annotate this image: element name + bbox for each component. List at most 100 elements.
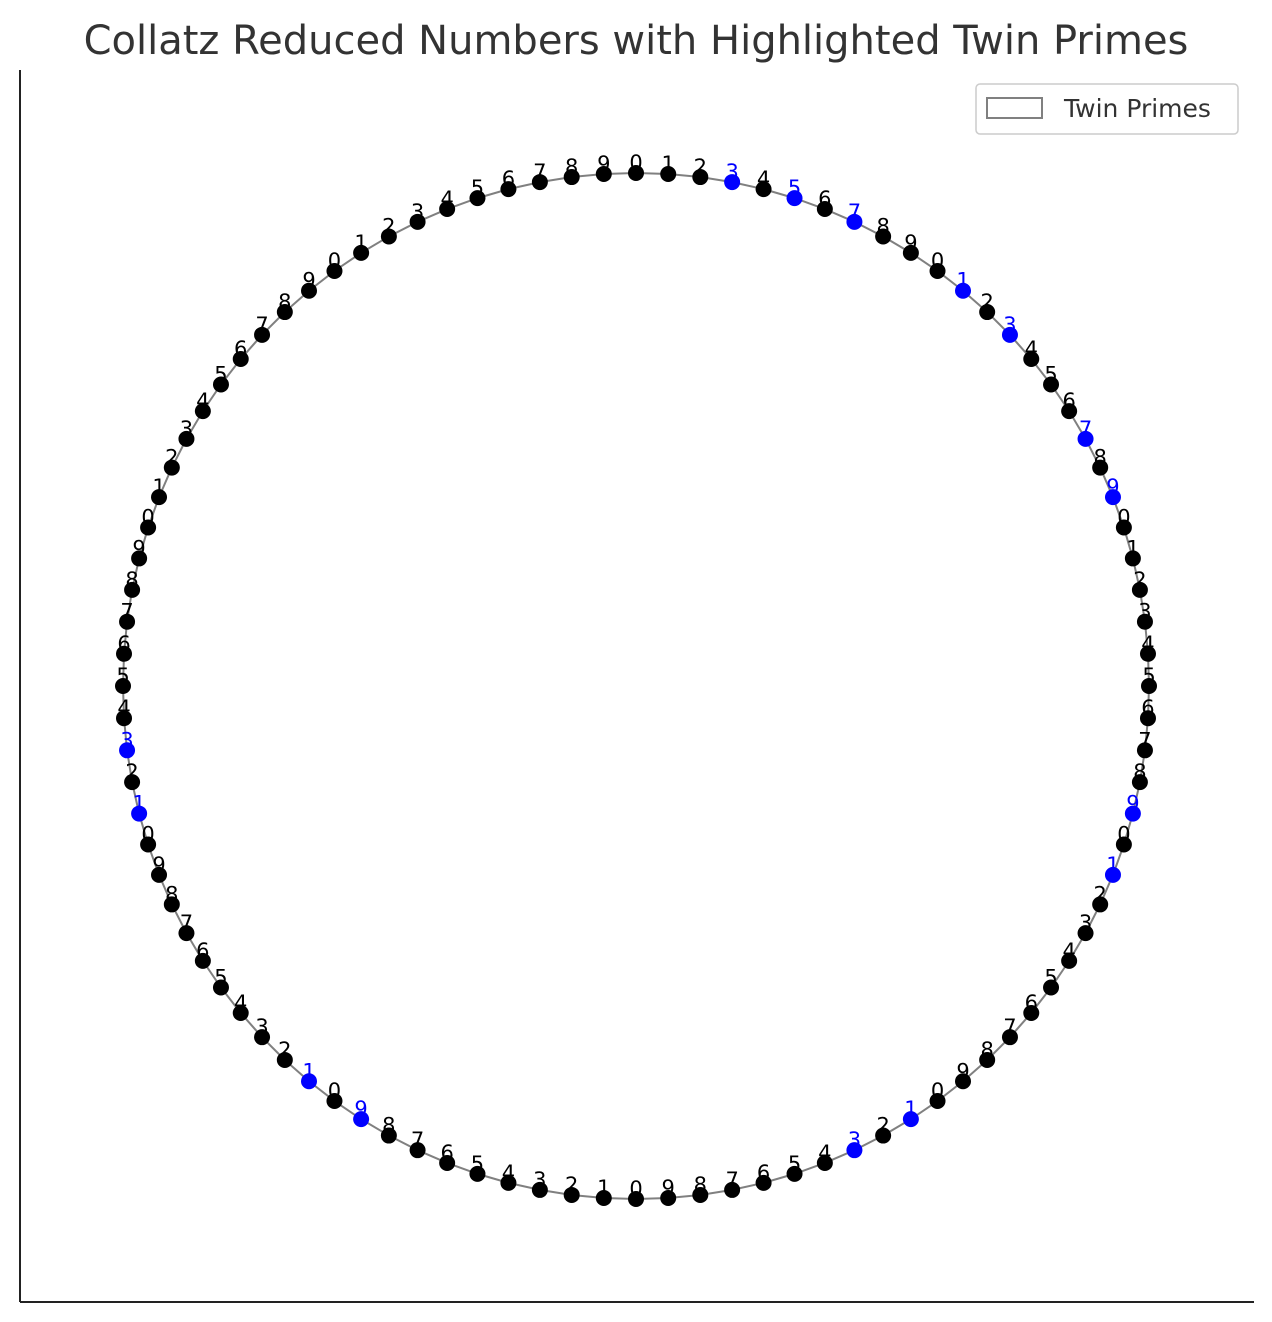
data-point [163, 896, 180, 913]
point-digit-label: 2 [278, 1038, 291, 1062]
data-point [1141, 678, 1157, 694]
point-digit-label: 4 [757, 167, 770, 191]
legend-swatch-twin-primes [986, 97, 1043, 119]
data-point [232, 1005, 249, 1021]
point-digit-label: 2 [1093, 882, 1106, 906]
data-point [755, 181, 772, 198]
point-digit-label: 3 [1079, 911, 1092, 935]
point-digit-label: 6 [196, 939, 209, 963]
data-point [151, 489, 168, 506]
data-point [875, 1127, 892, 1144]
data-point [178, 925, 195, 942]
data-point [131, 550, 148, 567]
point-digit-label: 2 [165, 446, 178, 470]
twin-prime-point [119, 742, 136, 759]
point-digit-label: 6 [117, 632, 130, 656]
data-point [531, 174, 548, 191]
point-digit-label: 5 [1044, 966, 1057, 990]
data-point [115, 678, 131, 694]
twin-prime-point [1124, 805, 1141, 822]
point-digit-label: 4 [440, 187, 453, 211]
point-digit-label: 8 [278, 290, 291, 314]
data-point [116, 710, 133, 727]
data-point [276, 1051, 293, 1068]
twin-prime-point [353, 1111, 370, 1128]
data-point [469, 1165, 486, 1182]
data-point [1023, 351, 1040, 367]
circle-series-line [121, 172, 1151, 1201]
point-digit-label: 4 [818, 1141, 831, 1165]
twin-prime-point [1104, 866, 1121, 883]
data-point [1092, 459, 1109, 476]
point-digit-label: 1 [1126, 536, 1139, 560]
point-digit-label: 5 [471, 176, 484, 200]
twin-prime-point [846, 1142, 863, 1159]
data-point [979, 304, 996, 321]
point-digit-label: 7 [725, 1168, 738, 1192]
point-digit-label: 1 [132, 792, 145, 816]
point-digit-label: 9 [1106, 475, 1119, 499]
data-point [692, 1186, 709, 1203]
data-point [692, 169, 709, 186]
point-digit-label: 7 [180, 911, 193, 935]
data-point [786, 1165, 803, 1182]
data-point [439, 201, 456, 218]
data-point [326, 262, 343, 279]
point-digit-label: 5 [1142, 664, 1155, 688]
point-digit-label: 8 [980, 1038, 993, 1062]
point-digit-label: 0 [328, 249, 341, 273]
twin-prime-point [1001, 326, 1018, 343]
data-point [563, 1186, 580, 1203]
point-digit-label: 9 [904, 231, 917, 255]
point-digit-label: 0 [141, 823, 154, 847]
twin-prime-point [301, 1073, 317, 1090]
data-point [469, 190, 486, 207]
data-point [500, 181, 517, 198]
data-point [301, 282, 317, 299]
data-point [254, 1029, 271, 1046]
point-digit-label: 4 [234, 991, 247, 1015]
data-point [1136, 742, 1153, 759]
data-point [1001, 1029, 1018, 1046]
data-point [1077, 925, 1094, 942]
data-point [955, 1073, 971, 1090]
data-point [1124, 550, 1141, 567]
data-point [1115, 519, 1132, 536]
point-digit-label: 4 [1141, 632, 1154, 656]
point-digit-label: 9 [1126, 792, 1139, 816]
point-digit-label: 2 [125, 760, 138, 784]
data-point [563, 169, 580, 186]
twin-prime-point [131, 805, 148, 822]
data-point [902, 244, 919, 261]
point-digit-label: 8 [165, 882, 178, 906]
data-point [151, 866, 168, 883]
data-point [163, 459, 180, 476]
data-point [1139, 710, 1156, 727]
data-point [194, 403, 211, 420]
point-digit-label: 8 [876, 214, 889, 238]
data-point [1023, 1005, 1040, 1021]
point-digit-label: 7 [255, 313, 268, 337]
data-point [1136, 613, 1153, 630]
point-digit-label: 2 [980, 290, 993, 314]
point-digit-label: 3 [180, 417, 193, 441]
point-digit-label: 0 [1117, 505, 1130, 529]
data-point [409, 213, 426, 230]
twin-prime-point [1077, 430, 1094, 447]
point-digit-label: 2 [1133, 568, 1146, 592]
data-point [1043, 979, 1060, 996]
data-point [276, 304, 293, 321]
data-point [929, 1093, 946, 1110]
data-point [212, 979, 229, 996]
point-digit-label: 7 [1079, 417, 1092, 441]
point-digit-label: 3 [255, 1015, 268, 1039]
point-digit-label: 6 [1141, 696, 1154, 720]
points-layer: 0 1 2 3 4 5 6789012345678901234567890123456789… [115, 151, 1157, 1207]
point-digit-label: 1 [354, 231, 367, 255]
twin-prime-point [786, 190, 803, 207]
twin-prime-point [724, 174, 741, 191]
point-digit-label: 5 [788, 1152, 801, 1176]
data-point [116, 645, 133, 662]
point-digit-label: 9 [354, 1097, 367, 1121]
data-point [1061, 952, 1078, 969]
